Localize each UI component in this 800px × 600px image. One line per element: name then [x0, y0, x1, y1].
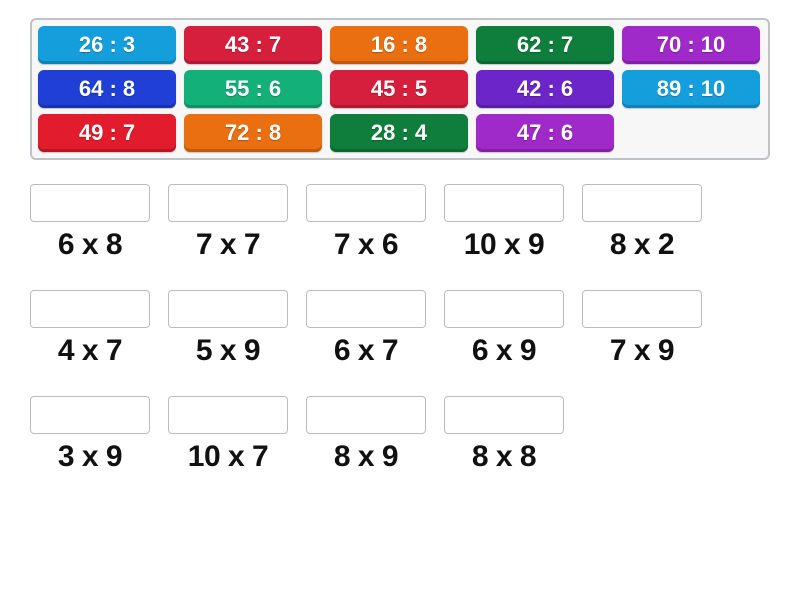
target-row: 3 x 9 10 x 7 8 x 9 8 x 8: [30, 396, 770, 474]
draggable-tile[interactable]: 26 : 3: [38, 26, 176, 64]
draggable-tile[interactable]: 47 : 6: [476, 114, 614, 152]
draggable-tile[interactable]: 28 : 4: [330, 114, 468, 152]
drop-slot[interactable]: [306, 290, 426, 328]
target: 3 x 9: [30, 396, 150, 474]
tile-row: 49 : 7 72 : 8 28 : 4 47 : 6: [38, 114, 762, 152]
target: 6 x 9: [444, 290, 564, 368]
draggable-tile[interactable]: 49 : 7: [38, 114, 176, 152]
target: 7 x 9: [582, 290, 702, 368]
draggable-tile[interactable]: 89 : 10: [622, 70, 760, 108]
target: 8 x 2: [582, 184, 702, 262]
target: 10 x 7: [168, 396, 288, 474]
target: 6 x 7: [306, 290, 426, 368]
draggable-tile[interactable]: 64 : 8: [38, 70, 176, 108]
tile-row: 26 : 3 43 : 7 16 : 8 62 : 7 70 : 10: [38, 26, 762, 64]
target: 8 x 8: [444, 396, 564, 474]
target: 10 x 9: [444, 184, 564, 262]
target-label: 7 x 7: [196, 228, 260, 262]
target: 4 x 7: [30, 290, 150, 368]
target-label: 7 x 9: [610, 334, 674, 368]
draggable-tile[interactable]: 62 : 7: [476, 26, 614, 64]
target-row: 6 x 8 7 x 7 7 x 6 10 x 9 8 x 2: [30, 184, 770, 262]
targets-area: 6 x 8 7 x 7 7 x 6 10 x 9 8 x 2 4 x: [30, 184, 770, 474]
target-label: 4 x 7: [58, 334, 122, 368]
drop-slot[interactable]: [306, 184, 426, 222]
target: 7 x 6: [306, 184, 426, 262]
target-label: 10 x 7: [188, 440, 268, 474]
draggable-tile[interactable]: 42 : 6: [476, 70, 614, 108]
drop-slot[interactable]: [444, 396, 564, 434]
drop-slot[interactable]: [168, 290, 288, 328]
drop-slot[interactable]: [444, 184, 564, 222]
target-label: 6 x 7: [334, 334, 398, 368]
draggable-tile[interactable]: 70 : 10: [622, 26, 760, 64]
drop-slot[interactable]: [30, 184, 150, 222]
target-label: 8 x 2: [610, 228, 674, 262]
drop-slot[interactable]: [168, 184, 288, 222]
draggable-tile[interactable]: 45 : 5: [330, 70, 468, 108]
target-label: 6 x 8: [58, 228, 122, 262]
drop-slot[interactable]: [168, 396, 288, 434]
target: 8 x 9: [306, 396, 426, 474]
tile-row: 64 : 8 55 : 6 45 : 5 42 : 6 89 : 10: [38, 70, 762, 108]
target-label: 10 x 9: [464, 228, 544, 262]
tile-panel: 26 : 3 43 : 7 16 : 8 62 : 7 70 : 10 64 :…: [30, 18, 770, 160]
target-label: 5 x 9: [196, 334, 260, 368]
draggable-tile[interactable]: 43 : 7: [184, 26, 322, 64]
target: 7 x 7: [168, 184, 288, 262]
drop-slot[interactable]: [582, 184, 702, 222]
target-label: 3 x 9: [58, 440, 122, 474]
drop-slot[interactable]: [306, 396, 426, 434]
draggable-tile[interactable]: 55 : 6: [184, 70, 322, 108]
drop-slot[interactable]: [30, 396, 150, 434]
activity-stage: 26 : 3 43 : 7 16 : 8 62 : 7 70 : 10 64 :…: [0, 0, 800, 600]
target-label: 8 x 8: [472, 440, 536, 474]
draggable-tile[interactable]: 72 : 8: [184, 114, 322, 152]
drop-slot[interactable]: [582, 290, 702, 328]
drop-slot[interactable]: [444, 290, 564, 328]
target-label: 6 x 9: [472, 334, 536, 368]
draggable-tile[interactable]: 16 : 8: [330, 26, 468, 64]
target: 6 x 8: [30, 184, 150, 262]
target-label: 8 x 9: [334, 440, 398, 474]
target-label: 7 x 6: [334, 228, 398, 262]
drop-slot[interactable]: [30, 290, 150, 328]
target: 5 x 9: [168, 290, 288, 368]
target-row: 4 x 7 5 x 9 6 x 7 6 x 9 7 x 9: [30, 290, 770, 368]
